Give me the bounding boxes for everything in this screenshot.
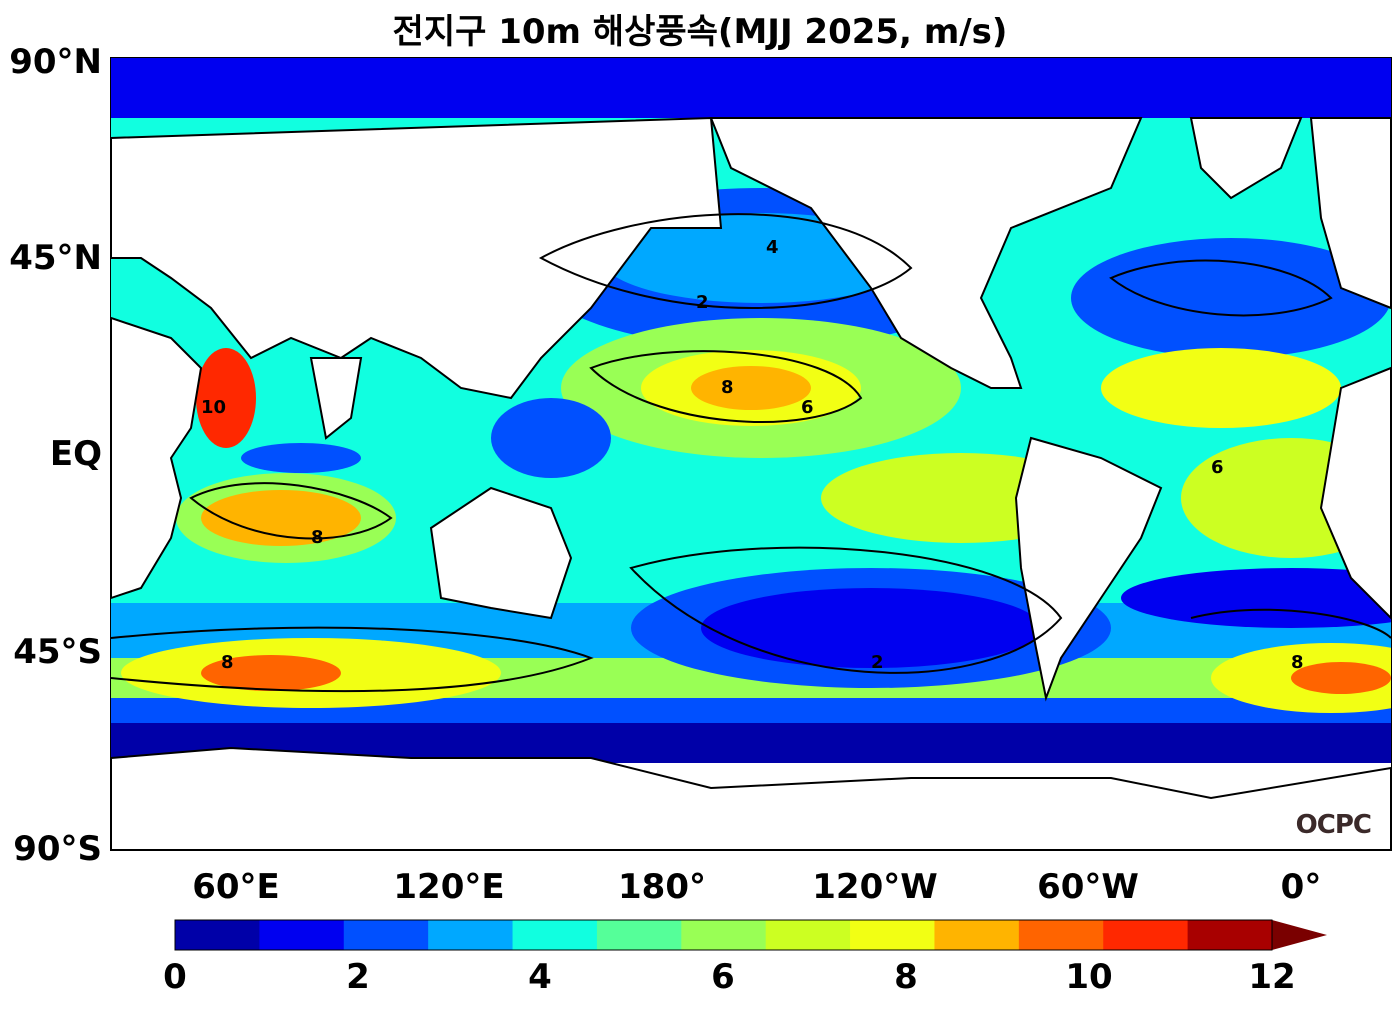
colorbar-cell: [343, 920, 429, 950]
colorbar-cells: [175, 920, 1273, 950]
sind-westerlies-peak: [201, 655, 341, 691]
colorbar-cell: [596, 920, 682, 950]
colorbar: [174, 919, 1327, 951]
antarctica: [111, 746, 1391, 850]
colorbar-cell: [512, 920, 598, 950]
somali-jet: [196, 348, 256, 448]
colorbar-cell: [259, 920, 345, 950]
wpac-low: [491, 398, 611, 478]
contour-label-2: 2: [696, 292, 709, 313]
contour-label-4: 4: [766, 237, 779, 258]
contour-label-8-satl: 8: [1291, 652, 1304, 673]
spac-low-inner: [701, 588, 1041, 668]
contour-ntrades: [589, 350, 863, 423]
indian-eq-low: [241, 443, 361, 473]
colorbar-tick-0: 0: [163, 957, 187, 997]
contour-indian: [189, 482, 393, 540]
land-masses: [111, 116, 1391, 850]
colorbar-cell: [934, 920, 1020, 950]
map-svg: 4 2 8 6 8 10 2 8 8 6: [111, 58, 1391, 850]
lat-label-eq: EQ: [49, 434, 102, 474]
lon-label-60e: 60°E: [192, 867, 280, 907]
lat-label-90s: 90°S: [13, 829, 102, 869]
contour-label-6-atl: 6: [1211, 457, 1224, 478]
contour-label-10: 10: [201, 397, 226, 418]
wind-speed-map: 4 2 8 6 8 10 2 8 8 6 OCPC: [110, 57, 1392, 851]
africa-west: [1319, 366, 1391, 620]
satl-westerlies-peak: [1291, 662, 1391, 694]
lon-label-60w: 60°W: [1037, 867, 1139, 907]
contour-label-8-indian: 8: [311, 527, 324, 548]
map-title: 전지구 10m 해상풍속(MJJ 2025, m/s): [392, 12, 1008, 52]
natl-trades: [1101, 348, 1341, 428]
colorbar-tick-2: 2: [346, 957, 370, 997]
contour-label-8: 8: [721, 377, 734, 398]
contour-natl: [1109, 259, 1333, 317]
north-america: [709, 117, 1143, 389]
contour-sind: [111, 626, 594, 693]
contour-lines: [111, 213, 1391, 693]
lon-label-120w: 120°W: [812, 867, 938, 907]
colorbar-cell: [428, 920, 514, 950]
greenland: [1189, 117, 1303, 200]
contour-satl: [1190, 608, 1391, 639]
colorbar-tick-6: 6: [711, 957, 735, 997]
colorbar-cell: [765, 920, 851, 950]
ocpc-logo: OCPC: [1295, 810, 1372, 840]
contour-label-2-spac: 2: [871, 652, 884, 673]
colorbar-cell: [1187, 920, 1273, 950]
contour-label-6: 6: [801, 397, 814, 418]
lon-label-180: 180°: [618, 867, 706, 907]
colorbar-tick-8: 8: [894, 957, 918, 997]
arctic-band: [111, 58, 1391, 118]
colorbar-tick-12: 12: [1248, 957, 1296, 997]
south-america: [1014, 436, 1163, 702]
lat-label-45n: 45°N: [9, 238, 102, 278]
colorbar-cell: [850, 920, 935, 950]
satl-low: [1121, 568, 1391, 628]
contour-label-group: 4 2 8 6 8 10 2 8 8 6: [201, 237, 1304, 673]
npac-trades-peak: [691, 366, 811, 410]
contour-npac: [538, 213, 913, 309]
colorbar-tick-10: 10: [1065, 957, 1113, 997]
colorbar-cell: [175, 920, 260, 950]
europe: [1309, 117, 1391, 310]
indian-trades-peak: [201, 490, 361, 546]
australia: [429, 486, 573, 620]
colorbar-cell: [1018, 920, 1104, 950]
natl-low: [1071, 238, 1391, 358]
contour-label-8-sind: 8: [221, 652, 234, 673]
lon-label-0: 0°: [1280, 867, 1322, 907]
contour-spac: [629, 546, 1063, 674]
lat-label-45s: 45°S: [13, 632, 102, 672]
lon-label-120e: 120°E: [393, 867, 505, 907]
colorbar-border: [174, 919, 1273, 951]
lat-label-90n: 90°N: [9, 42, 102, 82]
africa-east: [111, 316, 203, 600]
colorbar-tick-4: 4: [528, 957, 552, 997]
india: [309, 357, 363, 440]
eurasia: [111, 116, 723, 400]
colorbar-cell: [1103, 920, 1189, 950]
colorbar-cell: [681, 920, 767, 950]
colorbar-extend-arrow: [1272, 920, 1327, 950]
